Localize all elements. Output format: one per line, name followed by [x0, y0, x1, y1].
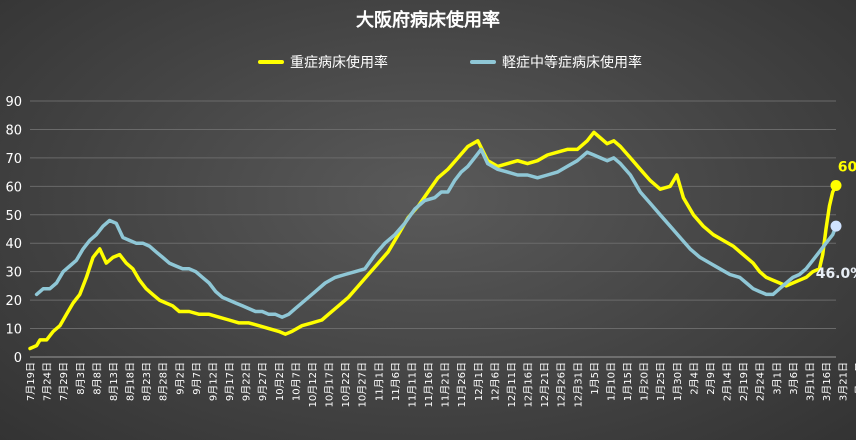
x-tick-label: 12月21日	[539, 362, 551, 407]
y-axis-ticks: 0 10 20 30 40 50 60 70 80 90	[5, 95, 22, 366]
x-tick-label: 1月15日	[622, 362, 634, 401]
x-tick-label: 3月26日	[854, 362, 856, 401]
x-tick-label: 1月5日	[589, 362, 601, 395]
series-line-severe	[28, 130, 838, 351]
x-tick-label: 8月8日	[91, 362, 103, 395]
x-tick-label: 3月6日	[788, 362, 800, 395]
x-tick-label: 9月7日	[191, 362, 203, 395]
x-tick-label: 7月19日	[25, 362, 37, 401]
x-tick-label: 8月18日	[125, 362, 137, 401]
x-tick-label: 12月6日	[489, 362, 501, 401]
x-axis-ticks: 7月19日 7月24日 7月29日 8月3日 8月8日 8月13日 8月18日 8月23日 8月…	[25, 362, 856, 407]
x-tick-label: 2月9日	[705, 362, 717, 395]
x-tick-label: 1月25日	[655, 362, 667, 401]
y-tick-label: 70	[5, 152, 22, 167]
y-tick-label: 80	[5, 123, 22, 138]
y-tick-label: 40	[5, 237, 22, 252]
x-tick-label: 12月31日	[572, 362, 584, 407]
x-tick-label: 8月23日	[141, 362, 153, 401]
x-tick-label: 12月16日	[523, 362, 535, 407]
x-tick-label: 10月27日	[357, 362, 369, 407]
legend-item-severe: 重症病床使用率	[258, 52, 388, 72]
legend-swatch-severe	[258, 60, 284, 64]
x-tick-label: 2月4日	[688, 362, 700, 395]
x-tick-label: 12月1日	[473, 362, 485, 401]
data-label-severe-end: 60.3%	[838, 159, 856, 175]
y-tick-label: 0	[14, 351, 22, 366]
chart-title: 大阪府病床使用率	[356, 10, 500, 31]
legend-label-severe: 重症病床使用率	[290, 55, 388, 71]
y-tick-label: 30	[5, 266, 22, 281]
legend-label-mild: 軽症中等症病床使用率	[502, 55, 642, 71]
x-tick-label: 11月1日	[373, 362, 385, 401]
x-tick-label: 1月20日	[639, 362, 651, 401]
x-tick-label: 3月21日	[838, 362, 850, 401]
x-tick-label: 1月30日	[672, 362, 684, 401]
x-tick-label: 11月16日	[423, 362, 435, 407]
x-tick-label: 11月6日	[390, 362, 402, 401]
legend-item-mild: 軽症中等症病床使用率	[470, 52, 642, 72]
y-tick-label: 20	[5, 294, 22, 309]
x-tick-label: 9月17日	[224, 362, 236, 401]
end-point-severe	[830, 179, 842, 191]
x-tick-label: 3月11日	[804, 362, 816, 401]
x-tick-label: 11月26日	[456, 362, 468, 407]
x-tick-label: 9月2日	[174, 362, 186, 395]
chart-legend: 重症病床使用率 軽症中等症病床使用率	[0, 52, 856, 72]
x-tick-label: 7月24日	[42, 362, 54, 401]
x-tick-label: 2月24日	[755, 362, 767, 401]
x-tick-label: 3月16日	[821, 362, 833, 401]
y-tick-label: 50	[5, 209, 22, 224]
grid-lines	[30, 100, 836, 358]
x-tick-label: 10月12日	[307, 362, 319, 407]
y-tick-label: 90	[5, 95, 22, 110]
y-tick-label: 10	[5, 323, 22, 338]
x-tick-label: 9月12日	[207, 362, 219, 401]
y-tick-label: 60	[5, 180, 22, 195]
x-tick-label: 11月21日	[440, 362, 452, 407]
x-tick-label: 11月11日	[406, 362, 418, 407]
end-markers	[830, 179, 842, 232]
x-tick-label: 9月22日	[241, 362, 253, 401]
legend-swatch-mild	[470, 60, 496, 64]
x-tick-label: 10月2日	[274, 362, 286, 401]
x-tick-label: 2月14日	[722, 362, 734, 401]
x-tick-label: 9月27日	[257, 362, 269, 401]
data-label-mild-end: 46.0%	[816, 266, 856, 282]
x-tick-label: 3月1日	[771, 362, 783, 395]
x-tick-label: 12月11日	[506, 362, 518, 407]
x-tick-label: 10月17日	[324, 362, 336, 407]
x-tick-label: 8月3日	[75, 362, 87, 395]
series-line-mild	[34, 147, 838, 319]
x-tick-label: 8月28日	[158, 362, 170, 401]
x-tick-label: 10月7日	[290, 362, 302, 401]
x-tick-label: 10月22日	[340, 362, 352, 407]
x-tick-label: 2月19日	[738, 362, 750, 401]
x-tick-label: 7月29日	[58, 362, 70, 401]
series-lines	[28, 130, 838, 351]
x-tick-label: 12月26日	[556, 362, 568, 407]
x-tick-label: 1月10日	[605, 362, 617, 401]
x-tick-label: 8月13日	[108, 362, 120, 401]
end-point-mild	[830, 220, 842, 232]
